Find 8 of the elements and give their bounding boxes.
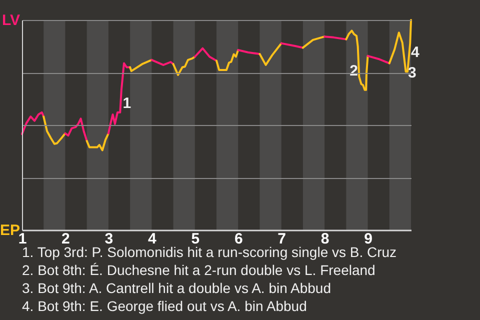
- annotation: 3: [408, 64, 416, 82]
- text: 3. Bot 9th: A. Cantrell hit a double vs A. bin Abbud: [22, 280, 331, 296]
- text: EP: [0, 222, 20, 239]
- text: LV: [2, 12, 20, 29]
- annotation: 1: [122, 94, 132, 112]
- text: 4. Bot 9th: E. George flied out vs A. bin Abbud: [22, 298, 307, 314]
- text: 2. Bot 8th: É. Duchesne hit a 2-run double vs L. Freeland: [22, 262, 376, 278]
- annotation: 4: [411, 44, 420, 61]
